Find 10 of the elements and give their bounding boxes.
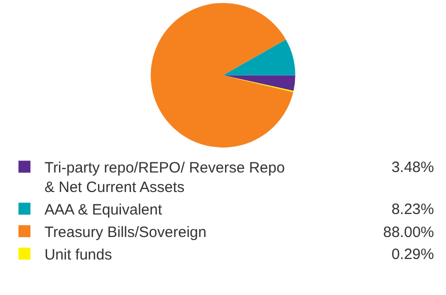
data-label: 3.48% (391, 159, 434, 178)
legend-label: Tri-party repo/REPO/ Reverse Repo & Net Current Assets (44, 160, 285, 196)
legend-label: Unit funds (44, 246, 112, 264)
data-label: 0.29% (391, 246, 434, 264)
pie-slice (150, 2, 294, 148)
legend-label: Treasury Bills/Sovereign (44, 224, 206, 242)
legend-label: AAA & Equivalent (44, 202, 163, 219)
data-label: 88.00% (383, 224, 434, 242)
pie-slice (223, 39, 296, 76)
data-label: 8.23% (391, 201, 434, 220)
